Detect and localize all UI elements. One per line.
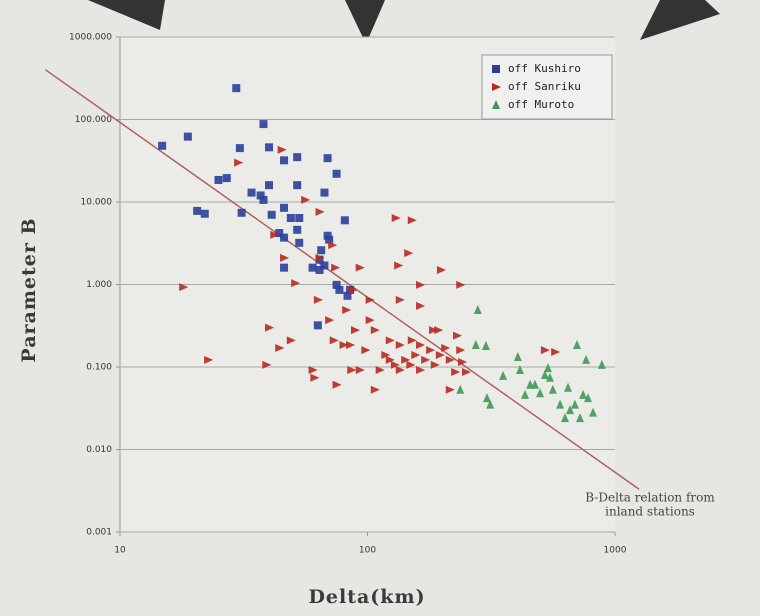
reference-line-label: B-Delta relation from: [585, 491, 715, 505]
marker-square: [259, 196, 267, 204]
y-tick-label: 10.000: [81, 198, 113, 208]
marker-square: [293, 153, 301, 161]
marker-square: [201, 210, 209, 218]
y-tick-label: 0.001: [86, 528, 112, 538]
y-tick-label: 100.000: [75, 115, 112, 125]
marker-square: [335, 286, 343, 294]
marker-square: [492, 65, 500, 73]
marker-square: [268, 211, 276, 219]
marker-square: [293, 226, 301, 234]
x-tick-label: 10: [114, 546, 126, 556]
marker-square: [265, 181, 273, 189]
marker-square: [158, 142, 166, 150]
legend-label: off Muroto: [508, 98, 574, 111]
marker-square: [280, 156, 288, 164]
marker-square: [193, 207, 201, 215]
slide: Delta(km) Parameter B 0.001 0.010 0.100 1.0…: [0, 0, 760, 616]
x-tick-label: 1000: [604, 546, 627, 556]
y-tick-label: 0.010: [86, 445, 112, 455]
marker-square: [238, 209, 246, 217]
marker-square: [236, 144, 244, 152]
marker-square: [295, 239, 303, 247]
marker-square: [223, 174, 231, 182]
marker-square: [248, 189, 256, 197]
marker-square: [265, 143, 273, 151]
marker-square: [333, 170, 341, 178]
marker-square: [314, 321, 322, 329]
y-axis-title: Parameter B: [18, 217, 40, 362]
marker-square: [309, 264, 317, 272]
y-tick-label: 1000.000: [69, 33, 112, 43]
x-axis-title: Delta(km): [308, 586, 425, 608]
marker-square: [280, 234, 288, 242]
marker-square: [293, 181, 301, 189]
marker-square: [320, 189, 328, 197]
marker-square: [341, 216, 349, 224]
marker-square: [280, 264, 288, 272]
marker-square: [232, 84, 240, 92]
legend-label: off Kushiro: [508, 62, 581, 75]
marker-square: [184, 133, 192, 141]
marker-square: [214, 176, 222, 184]
marker-square: [317, 246, 325, 254]
marker-square: [324, 154, 332, 162]
marker-square: [287, 214, 295, 222]
marker-square: [259, 120, 267, 128]
marker-square: [295, 214, 303, 222]
y-tick-label: 1.000: [86, 280, 112, 290]
y-tick-label: 0.100: [86, 363, 112, 373]
marker-square: [280, 204, 288, 212]
legend-label: off Sanriku: [508, 80, 581, 93]
x-tick-label: 100: [359, 546, 376, 556]
reference-line-label: inland stations: [605, 505, 695, 519]
